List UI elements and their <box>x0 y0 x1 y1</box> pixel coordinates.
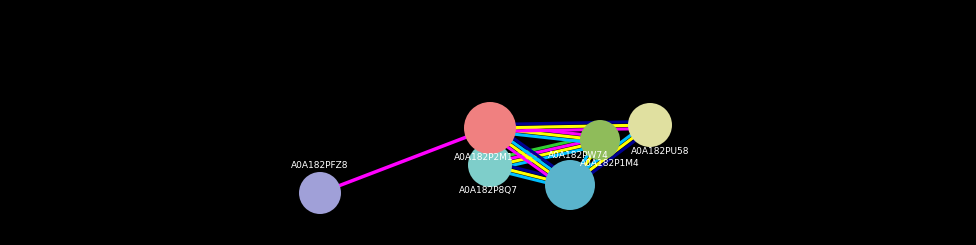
Text: A0A182PU58: A0A182PU58 <box>630 147 689 156</box>
Text: A0A182PFZ8: A0A182PFZ8 <box>291 160 348 170</box>
Circle shape <box>308 182 332 205</box>
Circle shape <box>589 129 611 151</box>
Text: A0A182P1M4: A0A182P1M4 <box>580 159 640 169</box>
Circle shape <box>468 143 512 187</box>
Circle shape <box>464 102 516 154</box>
Circle shape <box>475 114 505 142</box>
Circle shape <box>628 103 672 147</box>
Text: A0A182P8Q7: A0A182P8Q7 <box>459 186 517 196</box>
Circle shape <box>478 153 502 177</box>
Text: A0A182P2M1: A0A182P2M1 <box>454 154 513 162</box>
Circle shape <box>299 172 341 214</box>
Circle shape <box>580 120 620 160</box>
Circle shape <box>638 113 662 137</box>
Circle shape <box>545 160 595 210</box>
Text: A0A182PW74: A0A182PW74 <box>548 150 608 159</box>
Circle shape <box>556 171 584 199</box>
